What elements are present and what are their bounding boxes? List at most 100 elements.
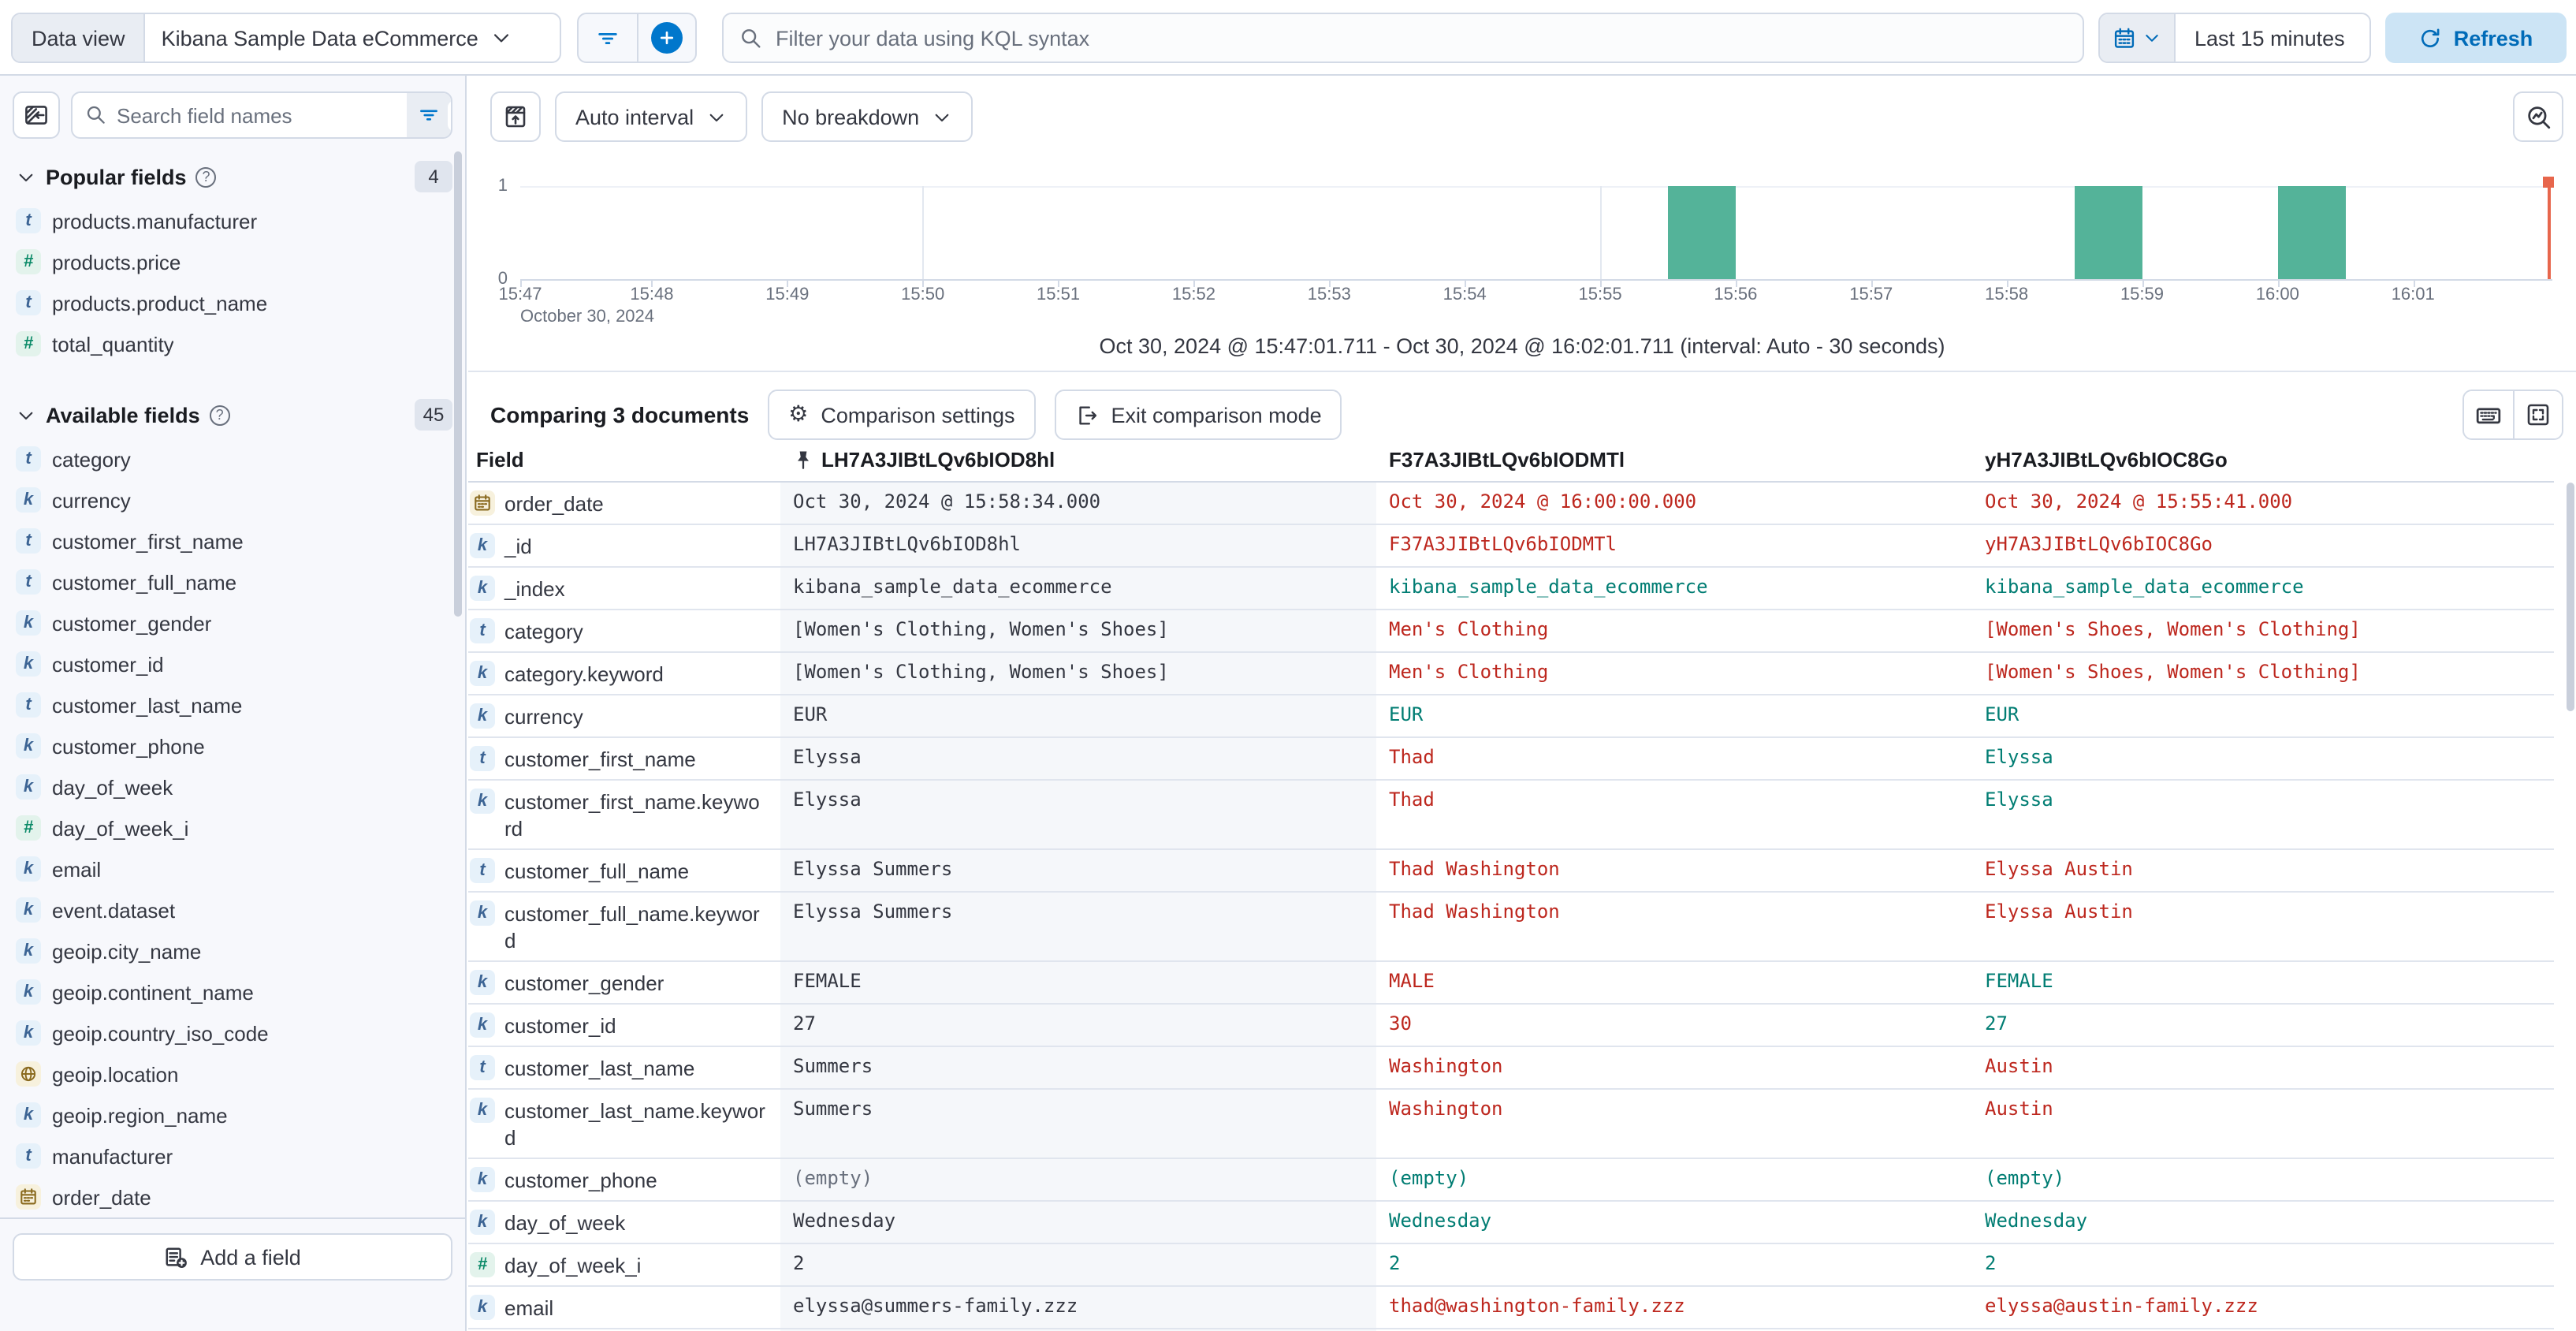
filter-toggle-button[interactable] — [579, 14, 637, 62]
comparison-settings-button[interactable]: ⚙ Comparison settings — [768, 390, 1036, 440]
help-icon — [195, 166, 217, 187]
field-list-item[interactable]: t manufacturer — [0, 1135, 465, 1176]
doc-value: Thad Washington — [1376, 892, 1972, 962]
comparison-table-row: k category.keyword [Women's Clothing, Wo… — [468, 652, 2554, 695]
doc-value: EUR — [1972, 695, 2554, 738]
keyboard-shortcuts-button[interactable] — [2464, 391, 2513, 438]
sidebar-scrollbar[interactable] — [454, 151, 462, 617]
field-list-item[interactable]: t products.product_name — [0, 282, 465, 323]
field-name: currency — [52, 488, 131, 512]
doc-header[interactable]: F37A3JIBtLQv6bIODMTl — [1376, 442, 1972, 483]
doc-value: elyssa@austin-family.zzz — [1972, 1286, 2554, 1329]
data-view-select[interactable]: Kibana Sample Data eCommerce — [146, 14, 560, 62]
field-list-item[interactable]: geoip.location — [0, 1053, 465, 1094]
kql-search-input[interactable] — [776, 26, 2067, 50]
base-doc-value: elyssa@summers-family.zzz — [780, 1286, 1376, 1329]
histogram-bar[interactable] — [2277, 186, 2346, 279]
doc-value: (empty) — [1972, 1158, 2554, 1202]
date-field-icon — [16, 1184, 41, 1210]
top-query-bar: Data view Kibana Sample Data eCommerce — [0, 0, 2576, 76]
field-name: customer_phone — [52, 734, 205, 758]
base-doc-value: FEMALE — [780, 961, 1376, 1005]
time-picker-menu-button[interactable] — [2100, 14, 2176, 62]
x-axis-tick-label: 16:01 — [2391, 285, 2435, 304]
chevron-down-icon — [19, 173, 33, 181]
x-axis-tick-label: 15:59 — [2120, 285, 2164, 304]
add-filter-button[interactable] — [637, 14, 695, 62]
y-axis-tick-1: 1 — [497, 177, 508, 196]
field-name: event.dataset — [52, 898, 176, 922]
field-list-item[interactable]: k day_of_week — [0, 766, 465, 807]
field-list-item[interactable]: t customer_full_name — [0, 561, 465, 602]
doc-value: Elyssa — [1972, 780, 2554, 850]
field-cell: t category — [468, 610, 780, 653]
explore-in-lens-button[interactable] — [2513, 91, 2563, 142]
breakdown-select[interactable]: No breakdown — [761, 91, 973, 142]
doc-value: EUR — [1376, 695, 1972, 738]
comparison-title: Comparing 3 documents — [490, 402, 750, 427]
fullscreen-button[interactable] — [2513, 391, 2562, 438]
pinned-doc-header[interactable]: LH7A3JIBtLQv6bIOD8hl — [780, 442, 1376, 483]
keyword-field-icon: k — [470, 789, 495, 814]
histogram-bar[interactable] — [2074, 186, 2142, 279]
collapse-sidebar-button[interactable] — [13, 91, 60, 139]
field-cell: k day_of_week — [468, 1201, 780, 1244]
doc-value: Thad Washington — [1376, 849, 1972, 893]
popular-fields-header[interactable]: Popular fields 4 — [0, 148, 465, 200]
field-list-item[interactable]: k event.dataset — [0, 889, 465, 930]
doc-value: Washington — [1376, 1046, 1972, 1090]
histogram-plot[interactable]: 1 0 — [498, 177, 2554, 289]
field-list-item[interactable]: t category — [0, 438, 465, 479]
field-list-item[interactable]: k currency — [0, 479, 465, 520]
number-field-icon: # — [16, 815, 41, 841]
base-doc-value: Elyssa Summers — [780, 892, 1376, 962]
x-axis-tick-label: 15:56 — [1714, 285, 1758, 304]
text-field-icon: t — [470, 858, 495, 883]
doc-header[interactable]: yH7A3JIBtLQv6bIOC8Go — [1972, 442, 2554, 483]
field-list-item[interactable]: k customer_phone — [0, 725, 465, 766]
field-list-item[interactable]: k geoip.continent_name — [0, 971, 465, 1012]
interval-select[interactable]: Auto interval — [555, 91, 748, 142]
text-field-icon: t — [470, 618, 495, 643]
field-list-item[interactable]: k customer_id — [0, 643, 465, 684]
breakdown-value: No breakdown — [782, 105, 920, 129]
field-list-item[interactable]: k email — [0, 848, 465, 889]
field-filter-button[interactable]: 0 — [407, 93, 451, 137]
field-list-item[interactable]: k geoip.city_name — [0, 930, 465, 971]
comparison-table-row: t customer_last_name Summers Washington … — [468, 1046, 2554, 1090]
field-list-item[interactable]: # day_of_week_i — [0, 807, 465, 848]
field-list-item[interactable]: t customer_last_name — [0, 684, 465, 725]
field-list-item[interactable]: k customer_gender — [0, 602, 465, 643]
field-list-item[interactable]: t customer_first_name — [0, 520, 465, 561]
field-search-input[interactable] — [117, 103, 394, 127]
search-icon — [87, 106, 105, 124]
field-filter-count: 0 — [448, 100, 451, 130]
field-cell: k category.keyword — [468, 652, 780, 695]
histogram-bar[interactable] — [1667, 186, 1736, 279]
add-field-button[interactable]: Add a field — [13, 1233, 452, 1281]
field-list-item[interactable]: k geoip.country_iso_code — [0, 1012, 465, 1053]
doc-value: Washington — [1376, 1089, 1972, 1159]
field-list-item[interactable]: # products.price — [0, 241, 465, 282]
field-name: customer_full_name — [504, 859, 690, 883]
field-list-item[interactable]: order_date — [0, 1176, 465, 1217]
field-search-control: 0 — [71, 91, 452, 139]
available-fields-list: t category k currency t customer_first_n… — [0, 438, 465, 1217]
field-list-item[interactable]: t products.manufacturer — [0, 200, 465, 241]
available-fields-header[interactable]: Available fields 45 — [0, 386, 465, 438]
x-axis-tick-label: 15:48 — [630, 285, 674, 304]
hide-chart-button[interactable] — [490, 91, 541, 142]
field-list-item[interactable]: # total_quantity — [0, 323, 465, 364]
base-doc-value: Summers — [780, 1046, 1376, 1090]
field-list-item[interactable]: k geoip.region_name — [0, 1094, 465, 1135]
x-axis-tick-label: 15:53 — [1307, 285, 1351, 304]
geo-field-icon — [16, 1061, 41, 1087]
time-range-picker: Last 15 minutes — [2098, 13, 2371, 63]
keyword-field-icon: k — [16, 856, 41, 882]
table-scrollbar[interactable] — [2567, 483, 2574, 711]
refresh-button[interactable]: Refresh — [2385, 13, 2567, 63]
doc-value: kibana_sample_data_ecommerce — [1972, 567, 2554, 610]
exit-comparison-button[interactable]: Exit comparison mode — [1054, 390, 1342, 440]
time-range-value[interactable]: Last 15 minutes — [2194, 26, 2345, 50]
current-time-marker — [2547, 186, 2551, 279]
